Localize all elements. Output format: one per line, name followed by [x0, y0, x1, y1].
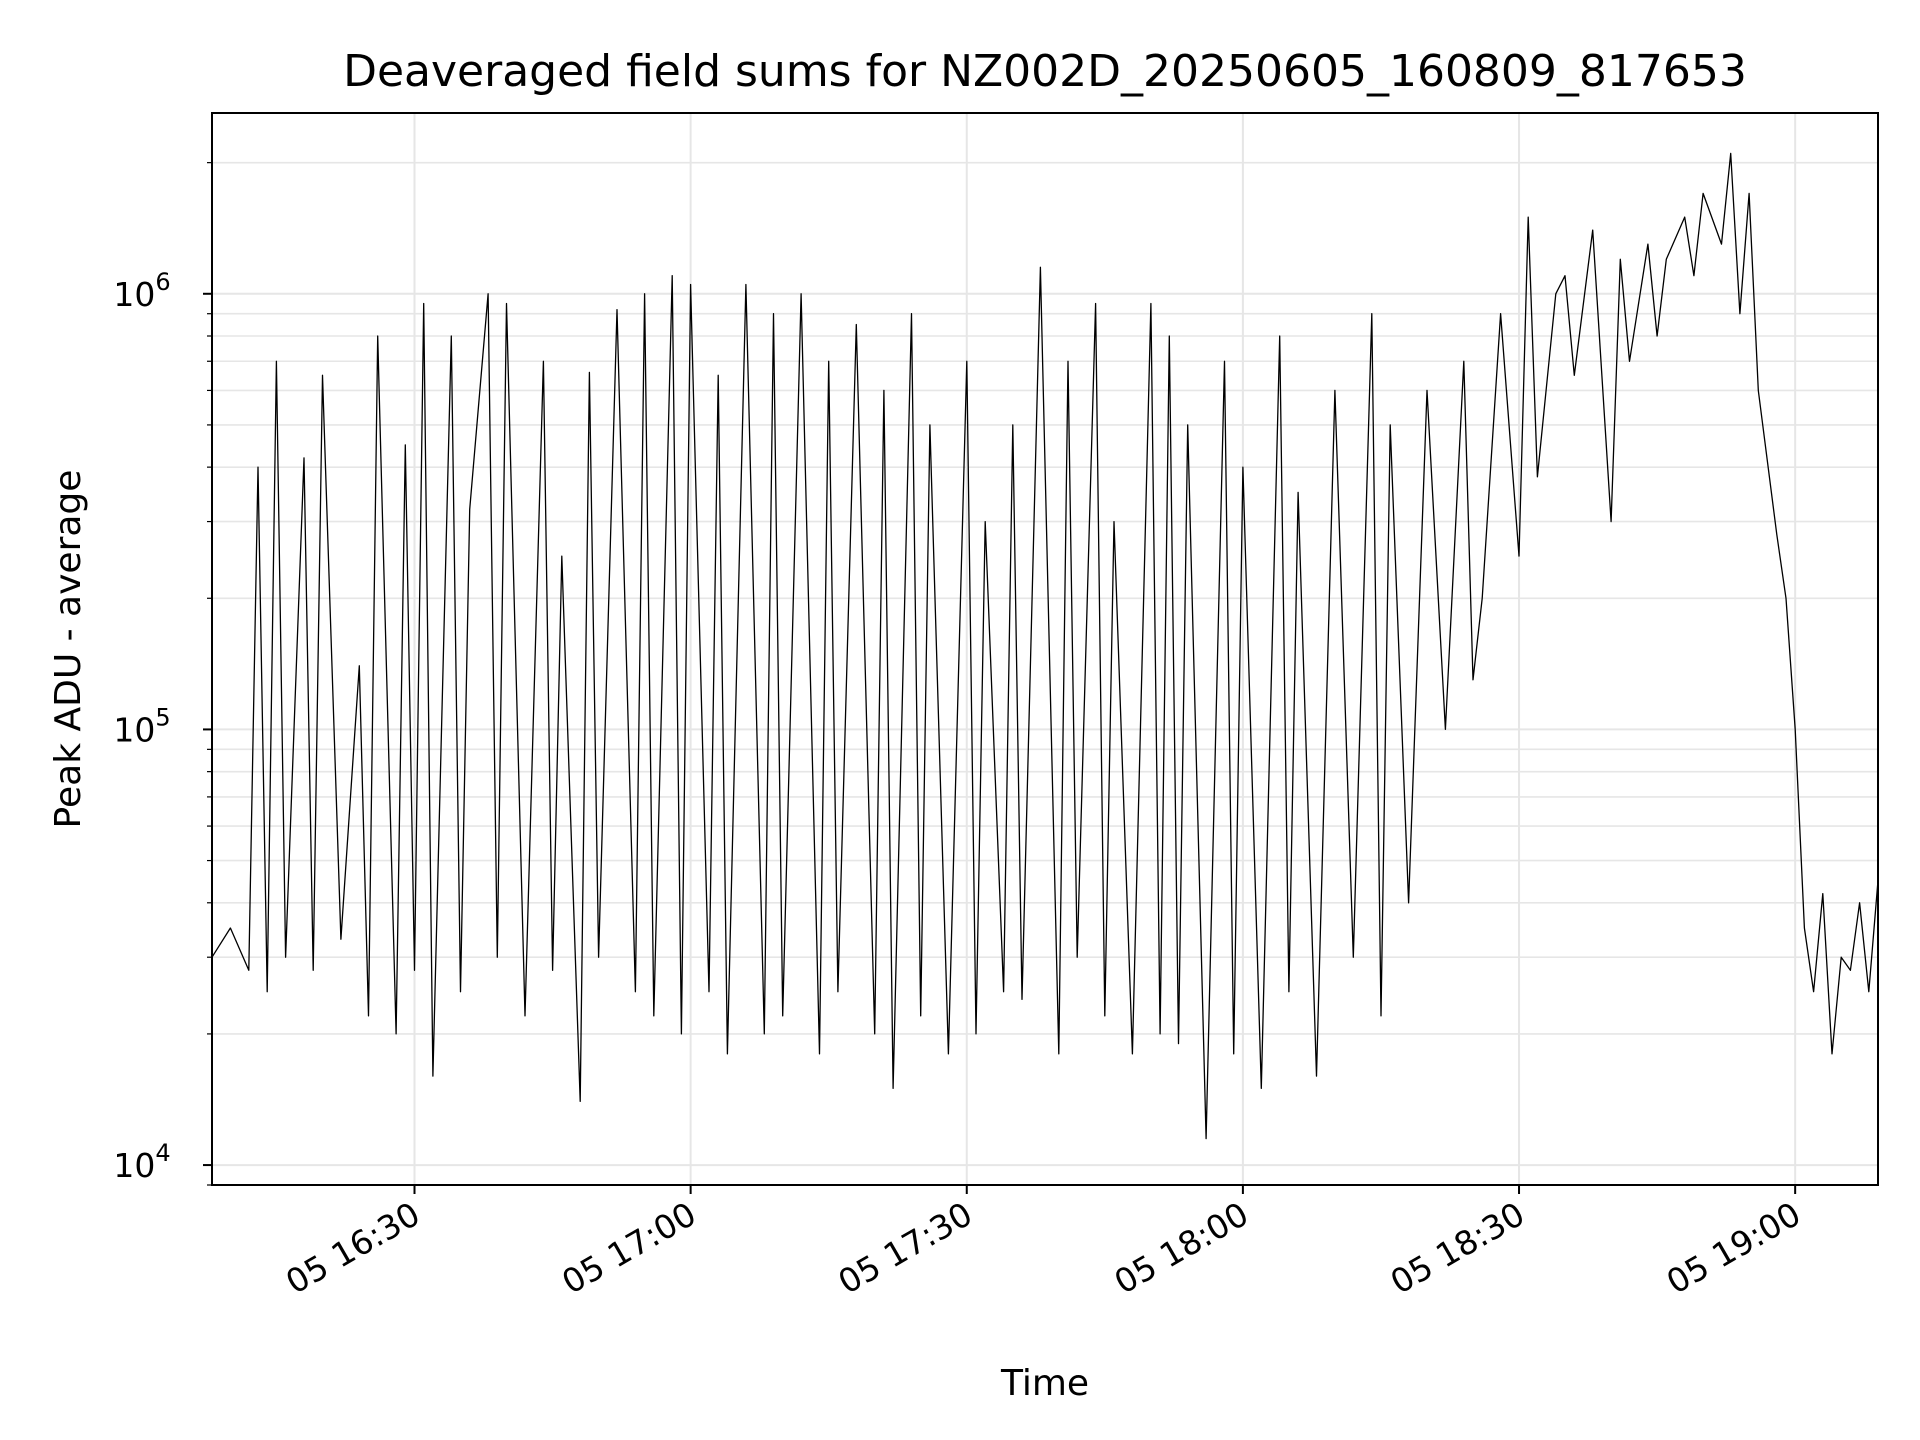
- y-tick-label: 106: [113, 268, 170, 314]
- plot-frame: [211, 112, 1879, 1186]
- y-tick-base: 10: [113, 275, 155, 314]
- x-axis-label: Time: [1000, 1363, 1089, 1404]
- series-line: [211, 152, 1879, 1140]
- y-tick-label: 105: [113, 703, 170, 749]
- y-tick-exponent: 4: [155, 1139, 170, 1167]
- grid-lines: [212, 113, 1878, 1186]
- y-tick-base: 10: [113, 1146, 155, 1185]
- y-axis-label: Peak ADU - average: [48, 470, 89, 829]
- y-tick-exponent: 6: [155, 268, 170, 296]
- chart-title: Deaveraged field sums for NZ002D_2025060…: [343, 46, 1747, 97]
- y-tick-exponent: 5: [155, 703, 170, 731]
- y-tick-base: 10: [113, 710, 155, 749]
- y-tick-label: 104: [113, 1139, 170, 1185]
